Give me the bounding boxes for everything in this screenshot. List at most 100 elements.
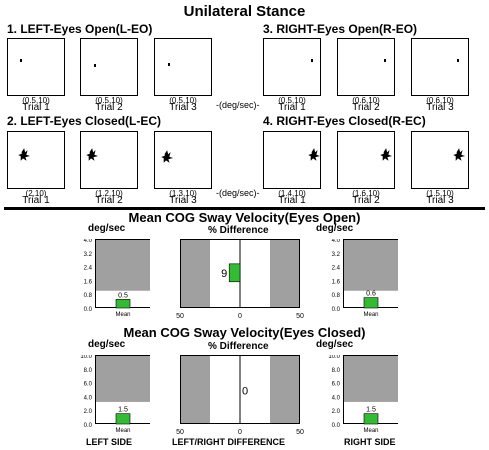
sway-trace-mark [308, 148, 321, 161]
y-tick-label: 4.0 [84, 395, 93, 401]
deg-sec-label: -(deg/sec)- [216, 100, 260, 110]
sway-trace-plot [154, 38, 212, 96]
trial-group-heading: 1. LEFT-Eyes Open(L-EO) [7, 22, 153, 36]
abnormal-zone [95, 355, 150, 402]
trial-label: Trial 1 [278, 102, 306, 113]
sway-trace-plot [263, 38, 321, 96]
right-velocity-chart: 10.0 8.0 6.0 4.0 2.0 0.0 1.5 Mean [328, 355, 398, 434]
sway-trace [20, 59, 22, 62]
trial-value: (0.6,10) [352, 96, 380, 105]
chart-title: Mean COG Sway Velocity(Eyes Open) [128, 210, 361, 225]
sway-trace-mark [86, 148, 99, 161]
y-tick-label: 8.0 [84, 368, 93, 374]
sway-trace-plot [7, 38, 65, 96]
abnormal-zone-left [180, 355, 210, 424]
pct-difference-label: % Difference [208, 341, 269, 352]
trial-value: (0.5,10) [22, 96, 50, 105]
abnormal-zone [343, 239, 398, 291]
trial-value: (1.6,10) [352, 189, 380, 198]
sway-trace [161, 150, 174, 163]
trial-label: Trial 2 [95, 195, 123, 206]
x-tick-label: 50 [296, 429, 304, 436]
bar-value-label: 0.6 [366, 291, 376, 298]
trial-value: (1.4,10) [278, 189, 306, 198]
mean-bar [363, 297, 379, 309]
sway-trace-plot [7, 131, 65, 189]
trial-label: Trial 2 [352, 102, 380, 113]
left-unit-label: deg/sec [88, 339, 126, 350]
sway-trace-plot [154, 131, 212, 189]
mean-bar [115, 299, 131, 309]
y-tick-label: 2.4 [332, 266, 341, 272]
trial-label: Trial 3 [169, 102, 197, 113]
sway-trace-plot [411, 131, 469, 189]
y-tick-label: 3.2 [84, 252, 93, 258]
trial-label: Trial 1 [278, 195, 306, 206]
y-tick-label: 1.6 [332, 279, 341, 285]
trial-label: Trial 1 [22, 102, 50, 113]
y-tick-label: 1.6 [84, 279, 93, 285]
trial-group-heading: 4. RIGHT-Eyes Closed(R-EC) [263, 114, 426, 128]
bar-value-label: 1.5 [366, 407, 376, 414]
sway-trace-mark [161, 150, 174, 163]
pct-difference-label: % Difference [208, 225, 269, 236]
x-tick-label: 50 [176, 429, 184, 436]
y-tick-label: 6.0 [332, 382, 341, 388]
difference-value-label: 0 [242, 386, 248, 398]
bar-value-label: 0.5 [118, 292, 128, 299]
sway-trace-mark [20, 59, 22, 62]
trial-label: Trial 3 [169, 195, 197, 206]
sway-trace-mark [94, 64, 96, 67]
trial-label: Trial 2 [95, 102, 123, 113]
sway-trace-mark [384, 59, 386, 62]
sway-trace-mark [453, 148, 466, 161]
trial-label: Trial 2 [352, 195, 380, 206]
left-unit-label: deg/sec [88, 223, 126, 234]
x-tick-label: 0 [238, 429, 242, 436]
trial-value: (0.6,10) [426, 96, 454, 105]
bar-value-label: 1.5 [118, 407, 128, 414]
abnormal-zone-left [180, 239, 210, 308]
abnormal-zone [95, 239, 150, 291]
y-tick-label: 0.0 [332, 423, 341, 429]
sway-trace [86, 148, 99, 161]
difference-chart: 9 50 0 50 [176, 239, 304, 320]
y-tick-label: 0.8 [84, 293, 93, 299]
sway-trace-plot [80, 38, 138, 96]
sway-trace-mark [18, 148, 31, 161]
y-tick-label: 3.2 [332, 252, 341, 258]
sway-trace-plot [411, 38, 469, 96]
y-tick-label: 4.0 [84, 239, 93, 244]
difference-chart: 0 50 0 50 [176, 355, 304, 436]
y-tick-label: 4.0 [332, 239, 341, 244]
difference-bar [228, 263, 241, 283]
trial-label: Trial 1 [22, 195, 50, 206]
y-tick-label: 6.0 [84, 382, 93, 388]
y-tick-label: 4.0 [332, 395, 341, 401]
y-tick-label: 0.0 [332, 307, 341, 313]
sway-trace-mark [168, 63, 170, 66]
sway-trace-plot [80, 131, 138, 189]
trial-value: (0.5,10) [95, 96, 123, 105]
right-side-label: RIGHT SIDE [344, 437, 396, 447]
abnormal-zone-right [270, 355, 300, 424]
y-tick-label: 8.0 [332, 368, 341, 374]
bar-category-label: Mean [363, 312, 378, 318]
trial-label: Trial 3 [426, 195, 454, 206]
sway-trace [453, 148, 466, 161]
x-tick-label: 50 [176, 313, 184, 320]
sway-trace [168, 63, 170, 66]
trial-value: (1.2,10) [95, 189, 123, 198]
trial-value: (1.5,10) [426, 189, 454, 198]
left-velocity-chart: 10.0 8.0 6.0 4.0 2.0 0.0 1.5 Mean [80, 355, 150, 434]
trial-value: (0.5,10) [169, 96, 197, 105]
trial-value: (2,10) [25, 189, 47, 198]
trial-label: Trial 3 [426, 102, 454, 113]
sway-trace [380, 148, 393, 161]
left-velocity-chart: 4.0 3.2 2.4 1.6 0.8 0.0 0.5 Mean [84, 239, 150, 318]
trial-value: (1.3,10) [169, 189, 197, 198]
sway-trace [384, 59, 386, 62]
sway-trace [308, 148, 321, 161]
right-velocity-chart: 4.0 3.2 2.4 1.6 0.8 0.0 0.6 Mean [332, 239, 398, 318]
y-tick-label: 0.8 [332, 293, 341, 299]
